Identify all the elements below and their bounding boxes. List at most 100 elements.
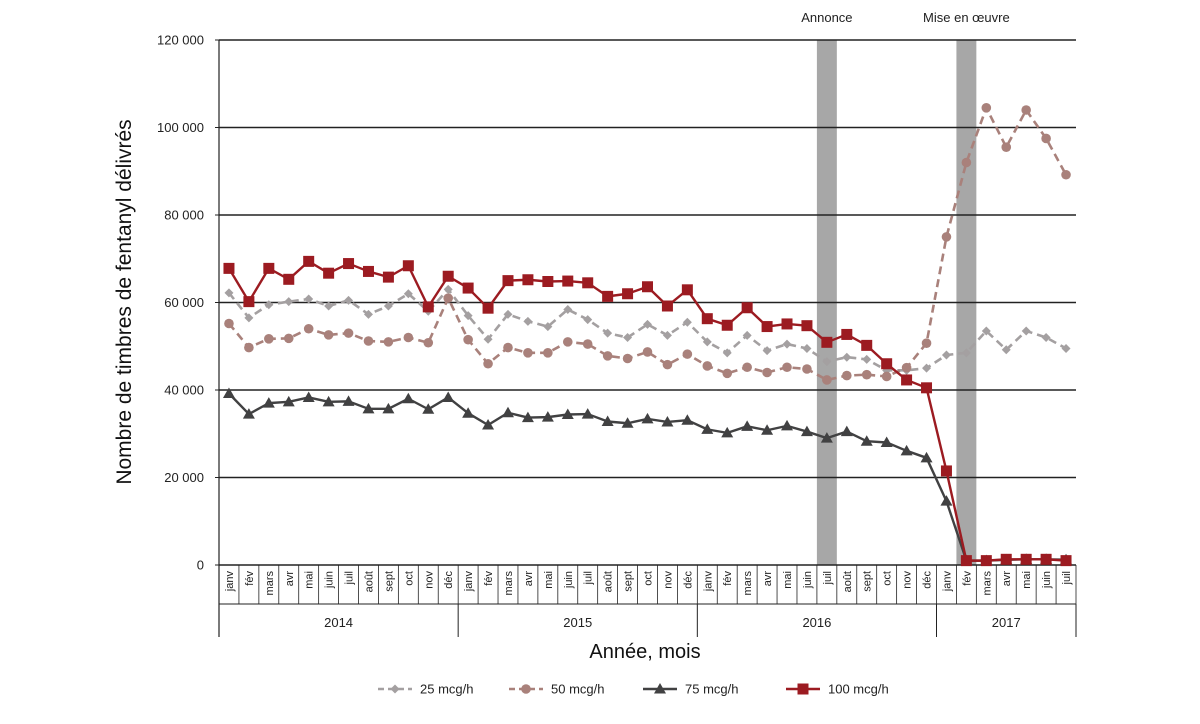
data-point	[422, 403, 435, 414]
data-point	[603, 328, 613, 338]
x-tick-label: avr	[284, 571, 296, 587]
data-point	[880, 436, 893, 447]
data-point	[222, 387, 235, 398]
data-point	[383, 301, 393, 311]
data-point	[482, 419, 495, 430]
data-point	[283, 273, 295, 285]
x-tick-label: nov	[662, 571, 674, 589]
data-point	[264, 334, 274, 344]
data-point	[842, 352, 852, 362]
series-line	[227, 288, 1067, 372]
year-label: 2017	[992, 615, 1021, 630]
data-point	[422, 301, 434, 313]
x-tick-label: août	[842, 571, 854, 592]
data-point	[362, 402, 375, 414]
data-point	[284, 297, 294, 307]
x-tick-label: avr	[1001, 571, 1013, 587]
data-point	[921, 382, 933, 394]
data-point	[662, 359, 673, 370]
x-tick-label: déc	[682, 571, 694, 589]
data-point	[682, 349, 693, 359]
data-point	[243, 296, 255, 308]
data-point	[462, 282, 474, 294]
data-point	[362, 265, 374, 277]
data-point	[602, 351, 613, 361]
x-tick-label: avr	[523, 571, 535, 587]
data-point	[402, 392, 415, 404]
data-point	[541, 411, 554, 422]
data-point	[463, 334, 473, 345]
data-point	[542, 276, 554, 287]
data-point	[402, 260, 414, 272]
data-point	[363, 309, 373, 319]
data-point	[522, 274, 534, 286]
data-point	[681, 284, 693, 296]
data-point	[1000, 553, 1012, 565]
x-tick-label: sept	[383, 571, 395, 592]
data-point	[762, 346, 772, 356]
data-point	[641, 412, 654, 424]
x-tick-label: déc	[922, 571, 934, 589]
y-tick-label: 20 000	[164, 470, 204, 485]
data-point	[681, 414, 694, 425]
data-point	[304, 294, 314, 304]
data-point	[244, 342, 254, 353]
series-line	[227, 106, 1068, 382]
data-point	[781, 318, 793, 330]
annotation-label: Annonce	[801, 10, 852, 25]
data-point	[661, 300, 673, 312]
y-tick-label: 120 000	[157, 33, 204, 48]
data-point	[961, 157, 972, 168]
data-point	[502, 275, 514, 287]
data-point	[1060, 555, 1072, 567]
x-tick-label: août	[363, 571, 375, 592]
data-point	[741, 420, 754, 431]
data-point	[403, 332, 414, 343]
data-point	[761, 321, 773, 333]
year-label: 2015	[563, 615, 592, 630]
data-point	[661, 415, 674, 427]
x-tick-label: nov	[423, 571, 435, 589]
data-point	[443, 293, 453, 303]
data-point	[741, 302, 753, 314]
data-point	[282, 395, 295, 407]
data-point	[503, 342, 513, 353]
legend-label: 100 mcg/h	[828, 682, 889, 697]
data-point	[802, 343, 812, 353]
data-point	[382, 402, 395, 414]
data-point	[561, 408, 574, 419]
x-tick-label: juil	[583, 571, 595, 585]
data-point	[1041, 133, 1051, 144]
data-point	[862, 354, 872, 364]
data-point	[483, 358, 493, 369]
data-point	[822, 375, 832, 385]
series-25-mcg-h	[224, 284, 1071, 375]
data-point	[901, 374, 913, 386]
data-point	[842, 370, 852, 381]
data-point	[841, 328, 853, 340]
data-point	[344, 295, 354, 305]
data-point	[1021, 105, 1031, 115]
data-point	[1001, 142, 1012, 152]
data-point	[363, 336, 374, 346]
data-point	[662, 330, 672, 340]
data-point	[921, 338, 932, 348]
x-tick-label: oct	[882, 571, 894, 586]
data-series	[222, 103, 1073, 567]
data-point	[881, 371, 892, 382]
x-tick-label: fév	[483, 571, 495, 586]
data-point	[323, 267, 335, 279]
x-tick-label: mars	[503, 571, 515, 596]
data-point	[523, 348, 533, 358]
data-point	[623, 333, 633, 342]
data-point	[442, 270, 454, 282]
data-point	[1021, 326, 1031, 336]
x-tick-label: mai	[782, 571, 794, 589]
data-point	[382, 271, 394, 283]
data-point	[800, 425, 813, 437]
x-tick-label: mars	[742, 571, 754, 596]
data-point	[601, 415, 614, 426]
legend-label: 75 mcg/h	[685, 682, 738, 697]
data-point	[224, 288, 234, 298]
data-point	[264, 300, 274, 310]
